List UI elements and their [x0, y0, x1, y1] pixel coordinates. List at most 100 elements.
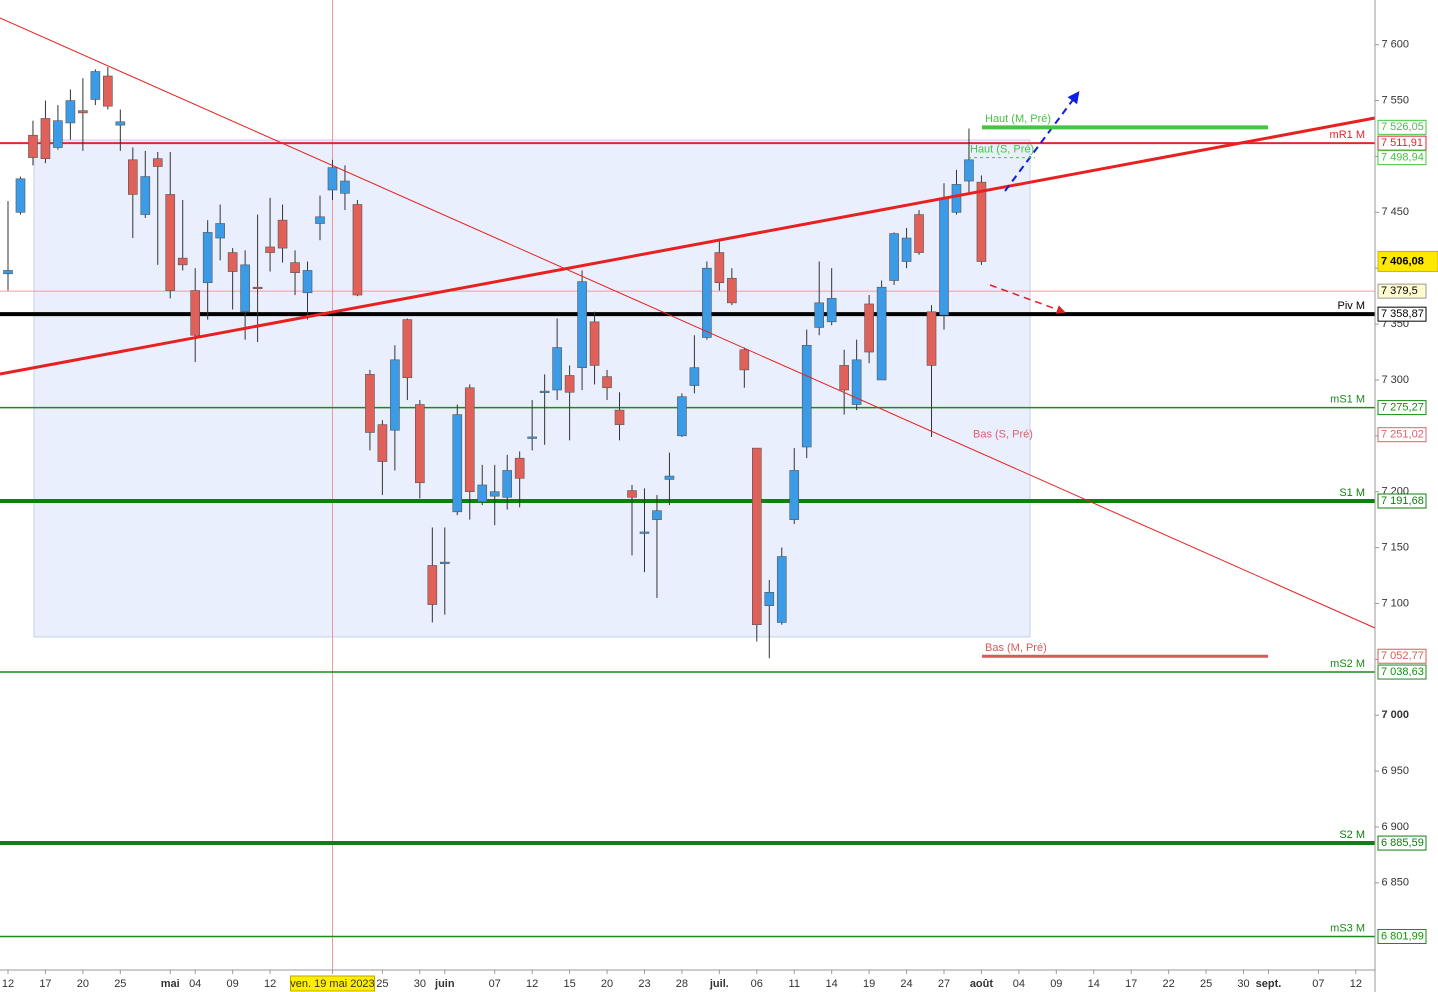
candle-body — [739, 349, 750, 371]
candle-body — [340, 180, 350, 194]
y-tick-label: 7 000 — [1381, 709, 1409, 721]
x-tick-label: août — [970, 978, 994, 990]
candle-body — [801, 345, 812, 448]
candle-body — [589, 321, 600, 366]
level-name: mR1 M — [1330, 129, 1365, 141]
candle-body — [751, 447, 762, 625]
level-value-box — [1377, 306, 1427, 322]
level-value: 6 801,99 — [1381, 930, 1424, 942]
candle-body — [327, 167, 338, 191]
x-tick-label: 14 — [826, 978, 838, 990]
candle-body — [390, 359, 400, 431]
trend-line — [0, 17, 1376, 629]
marker-value: 7 526,05 — [1381, 121, 1424, 133]
last-price-box — [1377, 250, 1438, 272]
candle-body — [3, 270, 13, 275]
candle-body — [352, 204, 363, 296]
level-value-box — [1377, 928, 1427, 944]
candle-body — [602, 376, 612, 389]
crosshair-value: 7 379,5 — [1381, 285, 1418, 297]
x-tick-label: sept. — [1256, 978, 1282, 990]
candles — [3, 67, 987, 659]
last-price: 7 406,08 — [1381, 255, 1424, 267]
x-tick-label: 04 — [1013, 978, 1025, 990]
candle-body — [702, 267, 712, 338]
marker-name: Bas (S, Pré) — [973, 429, 1033, 441]
arrow-down — [989, 284, 1066, 314]
candle-body — [652, 510, 662, 520]
candle-body — [427, 565, 438, 605]
candle-body — [677, 396, 687, 437]
y-tick-label: 7 550 — [1381, 94, 1409, 106]
level-value: 7 511,91 — [1381, 137, 1423, 149]
x-tick-label: 12 — [526, 978, 538, 990]
candle-body — [976, 181, 987, 262]
candle-body — [664, 475, 675, 480]
level-name: S1 M — [1339, 487, 1365, 499]
x-tick-label: 09 — [1050, 978, 1062, 990]
candle-body — [78, 110, 88, 114]
level-name: S2 M — [1339, 829, 1365, 841]
level-value-box — [1377, 664, 1427, 680]
candle-body — [365, 374, 375, 433]
x-tick-label: 09 — [227, 978, 239, 990]
candle-body — [265, 246, 275, 253]
candle-body — [926, 311, 937, 366]
candle-body — [901, 237, 912, 262]
candle-body — [90, 71, 101, 100]
level-value-box — [1377, 835, 1427, 851]
candle-body — [764, 591, 775, 606]
candle-body — [839, 365, 849, 391]
level-value: 7 358,87 — [1381, 308, 1424, 320]
y-tick-label: 6 900 — [1381, 821, 1409, 833]
candle-body — [614, 409, 625, 425]
candle-body — [252, 286, 263, 290]
candle-body — [215, 223, 225, 239]
x-tick-label: 25 — [1200, 978, 1212, 990]
candle-body — [514, 457, 525, 479]
marker-value-box — [1377, 119, 1427, 135]
candle-body — [65, 100, 76, 124]
level-name: Piv M — [1338, 300, 1366, 312]
candle-body — [776, 556, 787, 623]
range-zone — [33, 139, 1031, 638]
candle-body — [152, 158, 163, 167]
x-tick-label: 24 — [900, 978, 912, 990]
x-tick-label: 07 — [489, 978, 501, 990]
candle-body — [315, 216, 325, 224]
x-tick-label: 27 — [938, 978, 950, 990]
x-tick-label: 28 — [676, 978, 688, 990]
x-tick-label: 07 — [1312, 978, 1324, 990]
candle-body — [439, 561, 450, 564]
candle-body — [527, 436, 537, 439]
candle-body — [826, 298, 837, 323]
x-tick-label: 20 — [77, 978, 89, 990]
x-tick-label: 20 — [601, 978, 613, 990]
marker-value: 7 251,02 — [1381, 429, 1424, 441]
candle-body — [415, 404, 425, 484]
x-tick-label: mai — [161, 978, 180, 990]
marker-value-box — [1377, 427, 1427, 443]
candle-body — [177, 257, 188, 266]
x-tick-label: 25 — [376, 978, 388, 990]
y-tick-label: 7 600 — [1381, 39, 1409, 51]
candle-body — [103, 75, 113, 107]
x-tick-label: 19 — [863, 978, 875, 990]
x-crosshair-box — [289, 975, 375, 992]
candle-body — [577, 281, 587, 368]
level-name: mS1 M — [1330, 393, 1365, 405]
marker-value-box — [1377, 150, 1427, 166]
candle-body — [290, 262, 300, 273]
candle-body — [939, 197, 949, 316]
level-value-box — [1377, 400, 1427, 416]
arrow-up — [1004, 91, 1080, 192]
candle-body — [240, 264, 250, 313]
y-tick-label: 6 850 — [1381, 877, 1409, 889]
y-tick-label: 7 100 — [1381, 597, 1409, 609]
candle-body — [914, 214, 924, 253]
candle-body — [452, 414, 463, 513]
candle-body — [140, 176, 151, 215]
